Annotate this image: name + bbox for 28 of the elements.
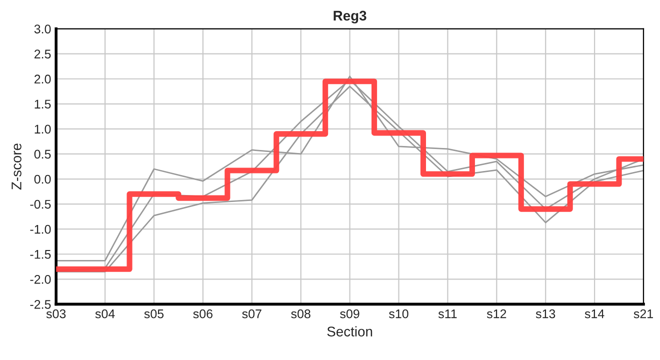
x-tick-label: s04 <box>95 309 115 318</box>
x-tick-label: s10 <box>389 309 408 318</box>
y-tick-label: 2.5 <box>34 50 51 58</box>
y-tick-label: -2.5 <box>30 300 51 309</box>
y-tick-label: -1.5 <box>30 250 51 259</box>
y-tick-label: 2.0 <box>34 74 51 84</box>
x-tick-label: s12 <box>486 309 506 318</box>
x-tick-label: s21 <box>634 309 653 318</box>
x-tick-label: s14 <box>584 310 604 318</box>
y-tick-label: 1.5 <box>34 100 51 109</box>
x-axis-title: Section <box>327 326 372 336</box>
x-tick-label: s07 <box>242 309 262 318</box>
y-tick-label: -2.0 <box>30 274 51 284</box>
y-axis-title: Z-score <box>12 144 22 190</box>
y-tick-label: 1.0 <box>34 124 51 134</box>
x-tick-label: s11 <box>438 310 457 318</box>
x-tick-label: s08 <box>291 309 310 318</box>
y-tick-label: -1.0 <box>30 224 51 234</box>
x-tick-label: s03 <box>46 309 66 318</box>
y-tick-label: 0.5 <box>34 150 51 159</box>
x-tick-label: s09 <box>340 309 360 318</box>
x-tick-label: s13 <box>536 309 556 318</box>
y-tick-label: -0.5 <box>30 200 51 209</box>
x-tick-label: s06 <box>193 309 212 318</box>
y-tick-label: 0.0 <box>34 174 51 184</box>
y-tick-label: 3.0 <box>34 24 51 34</box>
x-tick-label: s05 <box>144 309 164 318</box>
chart-title: Reg3 <box>334 10 366 24</box>
